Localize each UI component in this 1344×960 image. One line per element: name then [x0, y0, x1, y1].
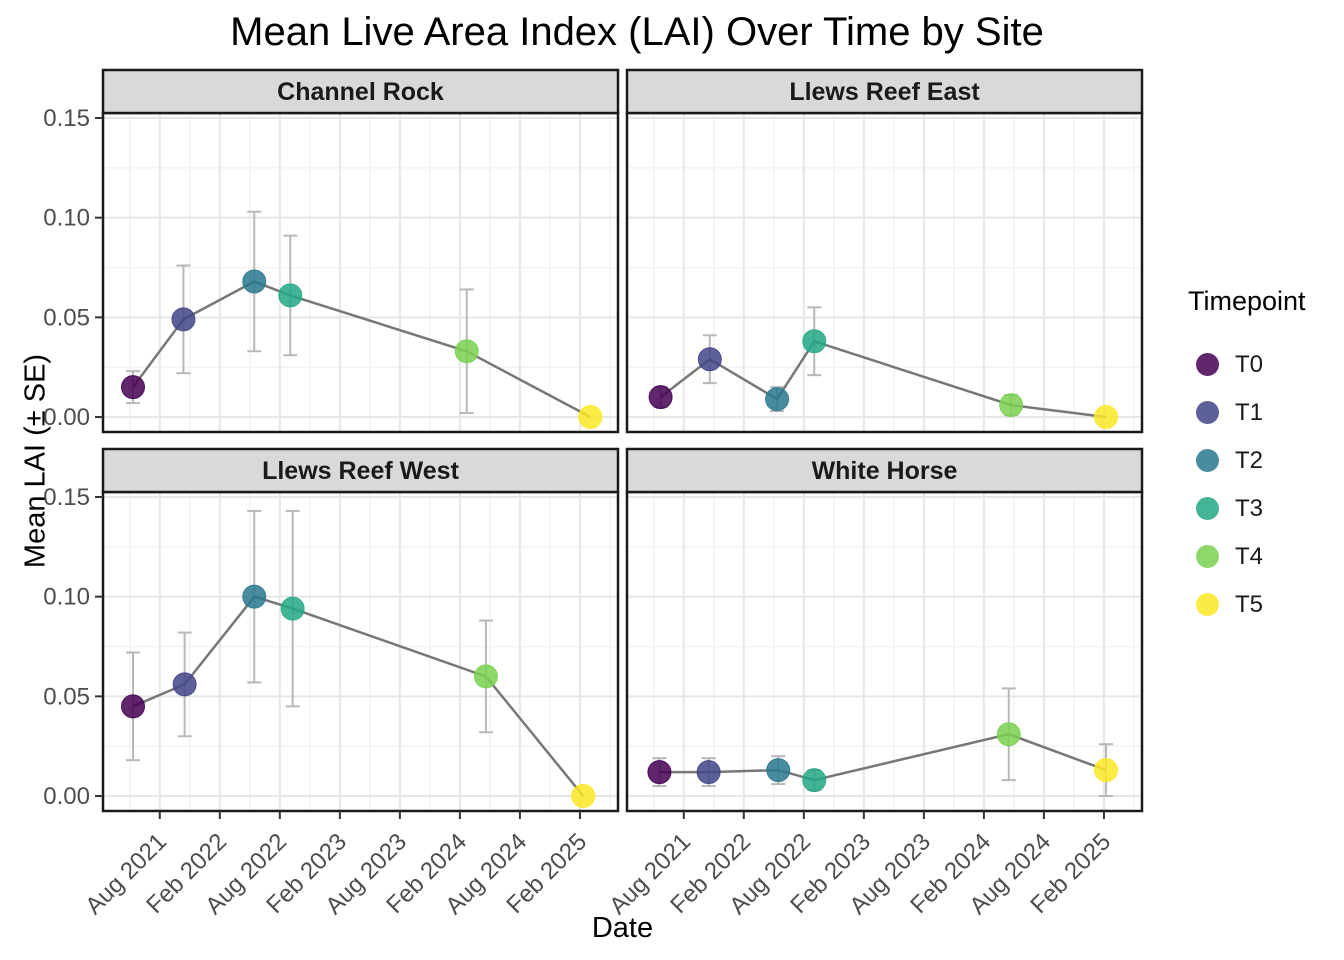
data-point-T0 [121, 375, 146, 400]
data-point-T3 [278, 283, 303, 308]
data-point-T5 [578, 405, 603, 430]
facet-strip [625, 68, 1144, 115]
legend-item-label: T1 [1235, 398, 1264, 426]
data-point-T1 [697, 347, 722, 372]
data-point-T3 [802, 768, 827, 793]
panel-background [627, 113, 1142, 432]
legend: Timepoint T0 T1 T2 T3 T4 T5 [1178, 286, 1338, 641]
facet-strip [625, 447, 1144, 494]
legend-item-T3: T3 [1178, 494, 1338, 522]
data-point-T2 [765, 387, 790, 412]
legend-key-dot-T5 [1196, 593, 1219, 616]
data-point-T3 [280, 596, 305, 621]
facet-strip-label: Llews Reef East [789, 78, 980, 106]
data-point-T1 [696, 760, 721, 785]
data-point-T0 [647, 760, 672, 785]
data-point-T5 [571, 784, 596, 809]
y-tick-label: 0.00 [43, 404, 90, 431]
panel-background [103, 113, 618, 432]
facet-strip-label: Llews Reef West [262, 457, 460, 485]
data-point-T1 [171, 307, 196, 332]
legend-key-dot-T1 [1196, 401, 1219, 424]
y-tick-label: 0.00 [43, 783, 90, 810]
legend-item-T5: T5 [1178, 590, 1338, 618]
legend-key-dot-T0 [1196, 353, 1219, 376]
data-point-T2 [242, 584, 267, 609]
data-point-T4 [473, 664, 498, 689]
data-point-T4 [454, 339, 479, 364]
data-point-T0 [648, 385, 673, 410]
y-tick-label: 0.15 [43, 484, 90, 511]
facet-strip [101, 447, 620, 494]
legend-item-T1: T1 [1178, 398, 1338, 426]
data-point-T0 [121, 694, 146, 719]
legend-item-label: T0 [1235, 350, 1264, 378]
data-point-T5 [1093, 405, 1118, 430]
data-point-T2 [242, 269, 267, 294]
legend-item-label: T3 [1235, 494, 1264, 522]
y-tick-label: 0.05 [43, 304, 90, 331]
legend-key-dot-T4 [1196, 545, 1219, 568]
legend-item-label: T4 [1235, 542, 1264, 570]
facet-strip-label: White Horse [812, 457, 958, 485]
y-tick-label: 0.10 [43, 584, 90, 611]
x-axis-title: Date [591, 912, 654, 944]
legend-item-label: T2 [1235, 446, 1264, 474]
data-point-T1 [172, 672, 197, 697]
series-line [131, 280, 591, 419]
legend-item-T0: T0 [1178, 350, 1338, 378]
data-point-T2 [766, 758, 791, 783]
facet-strip-label: Channel Rock [277, 78, 444, 106]
data-point-T5 [1093, 758, 1118, 783]
legend-key-dot-T2 [1196, 449, 1219, 472]
legend-item-T4: T4 [1178, 542, 1338, 570]
data-point-T3 [802, 329, 827, 354]
y-tick-label: 0.10 [43, 205, 90, 232]
legend-key-dot-T3 [1196, 497, 1219, 520]
legend-item-label: T5 [1235, 590, 1264, 618]
legend-title: Timepoint [1188, 286, 1306, 316]
chart-title: Mean Live Area Index (LAI) Over Time by … [230, 10, 1044, 54]
data-point-T4 [996, 722, 1021, 747]
y-tick-label: 0.15 [43, 105, 90, 132]
facet-strip [101, 68, 620, 115]
data-point-T4 [999, 393, 1024, 418]
legend-items: T0 T1 T2 T3 T4 T5 [1178, 350, 1338, 618]
y-tick-label: 0.05 [43, 683, 90, 710]
legend-item-T2: T2 [1178, 446, 1338, 474]
panel-background [103, 492, 618, 811]
